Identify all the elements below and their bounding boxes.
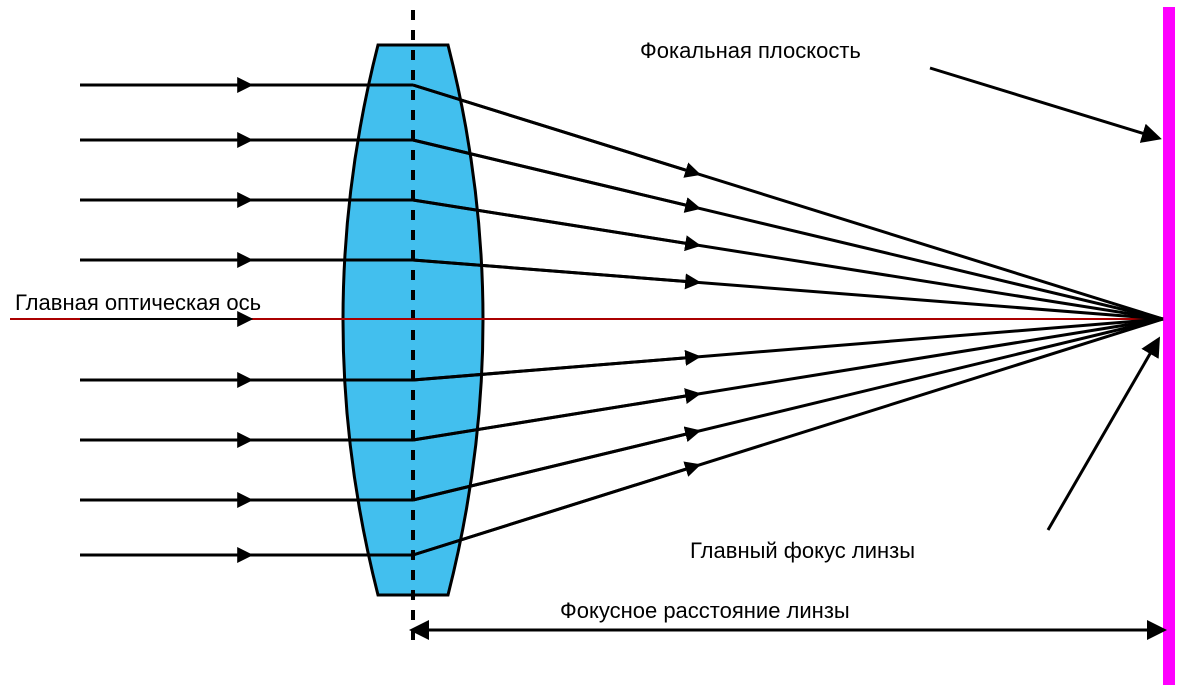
label-focal-plane: Фокальная плоскость	[640, 38, 861, 63]
label-main-focus: Главный фокус линзы	[690, 538, 915, 563]
label-focal-length: Фокусное расстояние линзы	[560, 598, 850, 623]
focal-plane	[1163, 7, 1175, 685]
lens-diagram: Фокальная плоскость Главная оптическая ос…	[0, 0, 1200, 685]
label-optical-axis: Главная оптическая ось	[15, 290, 261, 315]
